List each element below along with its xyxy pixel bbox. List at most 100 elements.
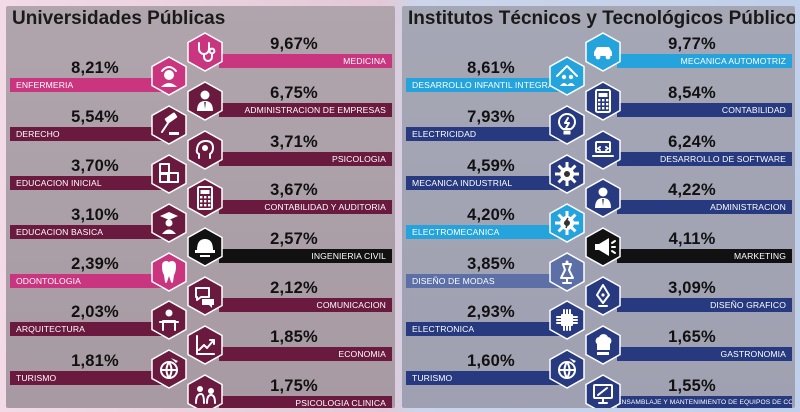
percentage-value: 4,20%	[467, 205, 515, 224]
career-icon-badge	[585, 80, 621, 121]
percentage-value: 1,85%	[270, 327, 318, 346]
hexagon-badge	[151, 349, 187, 390]
career-label: DESARROLLO INFANTIL INTEGRAL	[406, 78, 573, 93]
career-label: MEDICINA	[219, 54, 392, 68]
percentage-value: 3,71%	[270, 132, 318, 151]
career-item: TURISMO 1,81%	[6, 349, 395, 390]
career-item: ENSAMBLAJE Y MANTENIMIENTO DE EQUIPOS DE…	[402, 373, 795, 408]
panel-title: Institutos Técnicos y Tecnológicos Públi…	[408, 8, 795, 29]
percentage-value: 3,85%	[467, 254, 515, 273]
career-item: DERECHO 5,54%	[6, 105, 395, 146]
career-icon-badge	[187, 129, 223, 170]
percentage-value: 8,61%	[467, 59, 515, 78]
career-icon-badge	[151, 154, 187, 194]
percentage-value: 4,59%	[467, 157, 515, 175]
hexagon-badge	[585, 80, 621, 121]
career-icon-badge	[549, 300, 585, 341]
hexagon-badge	[187, 373, 223, 408]
hexagon-badge	[151, 154, 187, 194]
career-label: COMUNICACION	[219, 298, 392, 312]
career-icon-badge	[585, 373, 621, 408]
career-item: CONTABILIDAD 8,54%	[402, 80, 795, 121]
career-icon-badge	[151, 349, 187, 390]
career-label: ELECTRICIDAD	[406, 127, 573, 142]
career-item: DESARROLLO INFANTIL INTEGRAL 8,61%	[402, 56, 795, 97]
career-item: MEDICINA 9,67%	[6, 32, 395, 72]
career-label: CONTABILIDAD	[617, 102, 792, 117]
career-icon-badge	[549, 56, 585, 97]
career-icon-badge	[585, 227, 621, 268]
car-wrench-icon	[594, 47, 612, 60]
career-item: DISEÑO GRAFICO 3,09%	[402, 276, 795, 316]
hexagon-badge	[151, 300, 187, 341]
globe-plane-icon	[558, 358, 576, 380]
career-icon-badge	[151, 105, 187, 146]
career-icon-badge	[549, 154, 585, 194]
stethoscope-icon	[198, 42, 216, 62]
tooth-icon	[162, 260, 176, 283]
career-item: ADMINISTRACION DE EMPRESAS 6,75%	[6, 80, 395, 121]
family-house-icon	[556, 65, 578, 87]
career-icon-badge	[187, 324, 223, 365]
panel-title: Universidades Públicas	[12, 8, 226, 29]
career-label: EDUCACION BASICA	[10, 224, 175, 239]
career-label: ADMINISTRACION	[617, 200, 792, 215]
career-label: DISEÑO GRAFICO	[617, 298, 792, 312]
career-label: DERECHO	[10, 127, 175, 142]
hexagon-badge	[151, 202, 187, 243]
career-item: MARKETING 4,11%	[402, 227, 795, 268]
teacher-icon	[160, 211, 178, 234]
hexagon-badge	[151, 56, 187, 97]
percentage-value: 1,55%	[668, 376, 716, 395]
laptop-icon	[592, 140, 614, 157]
hexagon-badge	[187, 276, 223, 316]
percentage-value: 8,54%	[668, 83, 716, 102]
career-label: ENSAMBLAJE Y MANTENIMIENTO DE EQUIPOS DE…	[617, 395, 792, 408]
hexagon-badge	[549, 154, 585, 194]
career-icon-badge	[187, 32, 223, 72]
hexagon-badge	[187, 32, 223, 72]
nurse-icon	[161, 66, 177, 88]
percentage-value: 2,12%	[270, 279, 318, 297]
career-item: CONTABILIDAD Y AUDITORIA 3,67%	[6, 178, 395, 219]
hexagon-badge	[585, 373, 621, 408]
career-icon-badge	[187, 227, 223, 268]
hexagon-badge	[585, 32, 621, 72]
career-icon-badge	[585, 32, 621, 72]
career-item: ARQUITECTURA 2,03%	[6, 300, 395, 341]
hexagon-badge	[151, 251, 187, 292]
computer-repair-icon	[593, 383, 613, 404]
percentage-value: 6,75%	[270, 83, 318, 102]
career-label: ODONTOLOGIA	[10, 273, 175, 288]
hexagon-badge	[187, 129, 223, 170]
career-item: ELECTRICIDAD 7,93%	[402, 105, 795, 146]
hexagon-badge	[549, 202, 585, 243]
growth-chart-icon	[196, 334, 215, 355]
career-icon-badge	[585, 129, 621, 170]
career-icon-badge	[549, 251, 585, 292]
hexagon-badge	[585, 324, 621, 365]
percentage-value: 8,21%	[71, 59, 119, 78]
career-label: ELECTROMECANICA	[406, 224, 573, 239]
percentage-value: 2,03%	[71, 303, 119, 322]
career-item: MECANICA AUTOMOTRIZ 9,77%	[402, 32, 795, 72]
chip-icon	[556, 309, 578, 332]
career-icon-badge	[549, 349, 585, 390]
career-icon-badge	[187, 80, 223, 121]
career-item: PSICOLOGIA CLINICA 1,75%	[6, 373, 395, 408]
abc-blocks-icon	[159, 163, 179, 183]
career-label: INGENIERIA CIVIL	[219, 249, 392, 264]
pen-tool-icon	[596, 284, 610, 307]
percentage-value: 6,24%	[668, 132, 716, 151]
gear-icon	[555, 162, 579, 186]
hexagon-badge	[187, 227, 223, 268]
universities-panel: Universidades Públicas MEDICINA 9,67% ENFE…	[6, 6, 395, 408]
speech-bubbles-icon	[195, 287, 214, 308]
lightbulb-icon	[558, 113, 576, 135]
hexagon-badge	[585, 178, 621, 219]
career-item: ECONOMIA 1,85%	[6, 324, 395, 365]
percentage-value: 4,11%	[668, 230, 716, 249]
career-icon-badge	[151, 202, 187, 243]
career-icon-badge	[151, 56, 187, 97]
career-item: TURISMO 1,60%	[402, 349, 795, 390]
